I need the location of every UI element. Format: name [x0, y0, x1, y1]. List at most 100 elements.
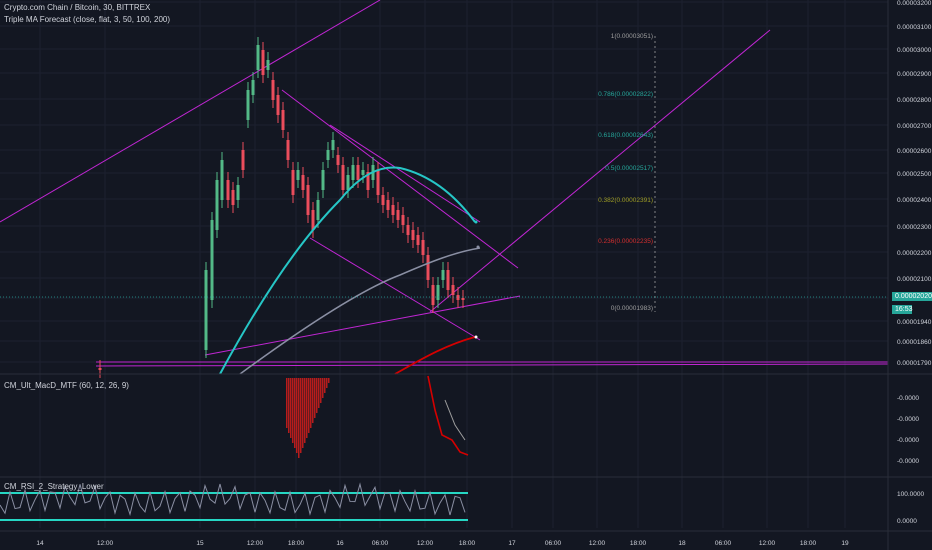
time-tick-label: 06:00	[545, 540, 562, 547]
candle-body	[421, 240, 425, 255]
candle-body	[461, 298, 465, 300]
candle-body	[356, 165, 360, 180]
macd-bar	[326, 378, 328, 388]
candle-body	[441, 270, 445, 280]
macd-bar	[288, 378, 290, 433]
time-tick-label: 06:00	[372, 540, 389, 547]
time-tick-label: 12:00	[417, 540, 434, 547]
rsi-line	[0, 482, 466, 517]
candle-body	[286, 140, 290, 160]
indicator-title: Triple MA Forecast (close, flat, 3, 50, …	[4, 15, 170, 24]
time-tick-label: 18:00	[800, 540, 817, 547]
time-tick-label: 19	[841, 540, 849, 547]
fib-level-label: 0.786(0.00002822)	[598, 91, 653, 98]
time-tick-label: 12:00	[589, 540, 606, 547]
candle-body	[276, 95, 280, 115]
candle-body	[431, 285, 435, 305]
fib-retracement: 1(0.00003051) 0.786(0.00002822) 0.618(0.00…	[598, 33, 656, 312]
last-price-tag: 0.00002020	[892, 292, 932, 301]
ma-fast-line	[219, 166, 476, 375]
macd-tick-label: -0.0000	[897, 416, 919, 423]
grid-lines	[0, 0, 888, 528]
rsi-tick-label: 0.0000	[897, 518, 917, 525]
price-tick-label: 0.00002500	[897, 171, 932, 178]
price-tick-label: 0.00002400	[897, 197, 932, 204]
time-tick-label: 18:00	[459, 540, 476, 547]
macd-tick-label: -0.0000	[897, 395, 919, 402]
macd-bar	[306, 378, 308, 438]
candle-body	[281, 110, 285, 130]
candle-body	[366, 172, 370, 190]
macd-bar	[312, 378, 314, 423]
candle-body	[311, 210, 315, 230]
macd-bar	[302, 378, 304, 448]
time-tick-label: 06:00	[715, 540, 732, 547]
fib-level-label: 0.236(0.00002235)	[598, 238, 653, 245]
time-tick-label: 12:00	[247, 540, 264, 547]
candle-body	[251, 80, 255, 95]
fib-level-label: 0.5(0.00002517)	[605, 165, 653, 172]
candle-body	[391, 205, 395, 215]
price-tick-label: 0.00002200	[897, 250, 932, 257]
macd-tick-label: -0.0000	[897, 458, 919, 465]
macd-bar	[308, 378, 310, 433]
candle-body	[261, 50, 265, 75]
price-tick-label: 0.00001790	[897, 360, 932, 367]
price-tick-label: 0.00002300	[897, 224, 932, 231]
candle-body	[316, 200, 320, 220]
macd-bar	[318, 378, 320, 408]
macd-bar	[304, 378, 306, 443]
trendlines	[0, 0, 889, 367]
trendline	[95, 363, 889, 367]
candle-body	[416, 235, 420, 245]
time-tick-label: 12:00	[759, 540, 776, 547]
time-tick-label: 18:00	[288, 540, 305, 547]
candle-body	[306, 185, 310, 215]
candle-body	[456, 295, 460, 300]
ma-forecast-dot	[474, 335, 478, 339]
moving-averages	[219, 166, 481, 375]
candle-body	[98, 368, 102, 370]
time-tick-label: 18:00	[630, 540, 647, 547]
fib-level-label: 0.382(0.00002391)	[598, 197, 653, 204]
candle-body	[326, 150, 330, 160]
rsi-label: CM_RSI_2_Strategy_Lower	[4, 482, 104, 491]
candle-body	[204, 270, 208, 350]
trendline	[281, 89, 519, 269]
price-tick-label: 0.00002700	[897, 123, 932, 130]
rsi-tick-label: 100.0000	[897, 491, 924, 498]
last-time-badge: 16:53	[892, 305, 913, 314]
time-tick-label: 14	[36, 540, 44, 547]
macd-bar	[290, 378, 292, 438]
candle-body	[426, 255, 430, 280]
macd-bar	[310, 378, 312, 428]
candle-body	[291, 170, 295, 195]
fib-level-label: 0.618(0.00002643)	[598, 132, 653, 139]
candle-body	[346, 175, 350, 190]
candle-body	[271, 80, 275, 100]
candle-body	[331, 140, 335, 150]
candle-body	[381, 195, 385, 205]
price-candles	[98, 37, 465, 378]
candle-body	[451, 285, 455, 295]
price-tick-label: 0.00002800	[897, 97, 932, 104]
time-tick-label: 18	[678, 540, 686, 547]
ma-mid-line	[239, 247, 481, 375]
macd-bar	[328, 378, 330, 383]
macd-bar	[324, 378, 326, 393]
ma-forecast-dot	[474, 220, 478, 224]
macd-signal-line	[444, 399, 466, 441]
time-tick-label: 16	[336, 540, 344, 547]
price-tick-label: 0.00003000	[897, 47, 932, 54]
price-tick-label: 0.00002100	[897, 276, 932, 283]
macd-bar	[286, 378, 288, 428]
trendline	[309, 237, 481, 341]
candle-body	[220, 160, 224, 200]
candle-body	[296, 170, 300, 180]
candle-body	[236, 185, 240, 200]
candle-body	[361, 170, 365, 175]
candle-body	[215, 180, 219, 230]
macd-bar	[292, 378, 294, 443]
